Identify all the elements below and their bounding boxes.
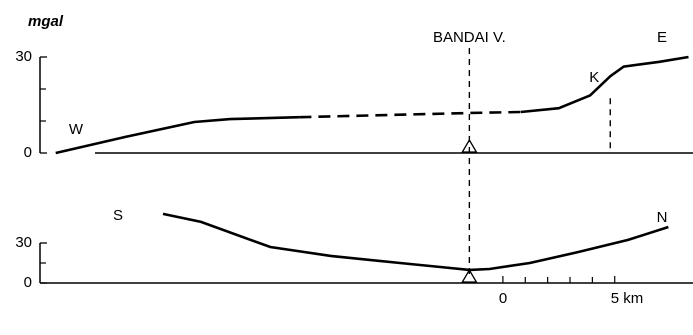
station-marker xyxy=(461,138,478,153)
k-label: K xyxy=(589,69,599,86)
y-tick-label: 0 xyxy=(24,144,32,161)
station-marker xyxy=(461,268,478,283)
annotation: S xyxy=(113,207,123,224)
x-tick-label: 0 xyxy=(499,290,507,307)
annotation: E xyxy=(657,29,667,46)
volcano-label: BANDAI V. xyxy=(433,29,506,46)
x-tick-label: 5 km xyxy=(611,290,644,307)
annotation: W xyxy=(69,121,84,138)
y-tick-label: 30 xyxy=(15,234,32,251)
y-axis-label: mgal xyxy=(28,13,64,30)
y-tick-label: 0 xyxy=(24,274,32,291)
profile-line xyxy=(299,110,521,119)
profile-line xyxy=(162,212,669,272)
y-tick-label: 30 xyxy=(15,48,32,65)
annotation: N xyxy=(657,209,668,226)
profile-line xyxy=(55,55,689,155)
